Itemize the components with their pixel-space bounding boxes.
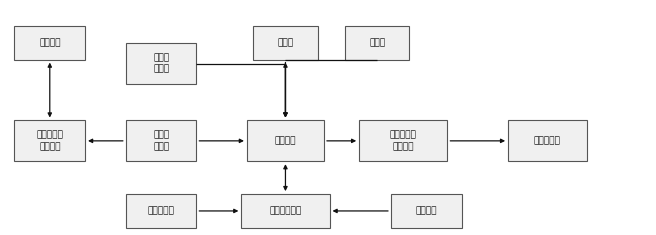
Text: 充放电控制器: 充放电控制器 <box>270 206 302 215</box>
Bar <box>247 120 324 161</box>
Bar <box>126 194 196 228</box>
Bar <box>126 120 196 161</box>
Bar <box>391 194 462 228</box>
Bar <box>14 26 85 60</box>
Bar <box>359 120 447 161</box>
Bar <box>345 26 409 60</box>
Text: 控制模块: 控制模块 <box>275 136 297 145</box>
Bar <box>14 120 85 161</box>
Text: 调制解调器: 调制解调器 <box>534 136 561 145</box>
Bar <box>241 194 329 228</box>
Text: 恒压器: 恒压器 <box>369 38 385 47</box>
Bar <box>126 43 196 84</box>
Text: 传感器
信号灯: 传感器 信号灯 <box>153 54 169 74</box>
Text: 电源模块: 电源模块 <box>415 206 437 215</box>
Text: 传感器信息
输入接口: 传感器信息 输入接口 <box>36 131 63 151</box>
Text: 光缆线路: 光缆线路 <box>39 38 60 47</box>
Bar <box>253 26 318 60</box>
Text: 光信号
采集器: 光信号 采集器 <box>153 131 169 151</box>
Text: 传感器信息
输出接口: 传感器信息 输出接口 <box>390 131 417 151</box>
Bar <box>508 120 586 161</box>
Text: 排气扇: 排气扇 <box>277 38 293 47</box>
Text: 温度传感器: 温度传感器 <box>148 206 174 215</box>
